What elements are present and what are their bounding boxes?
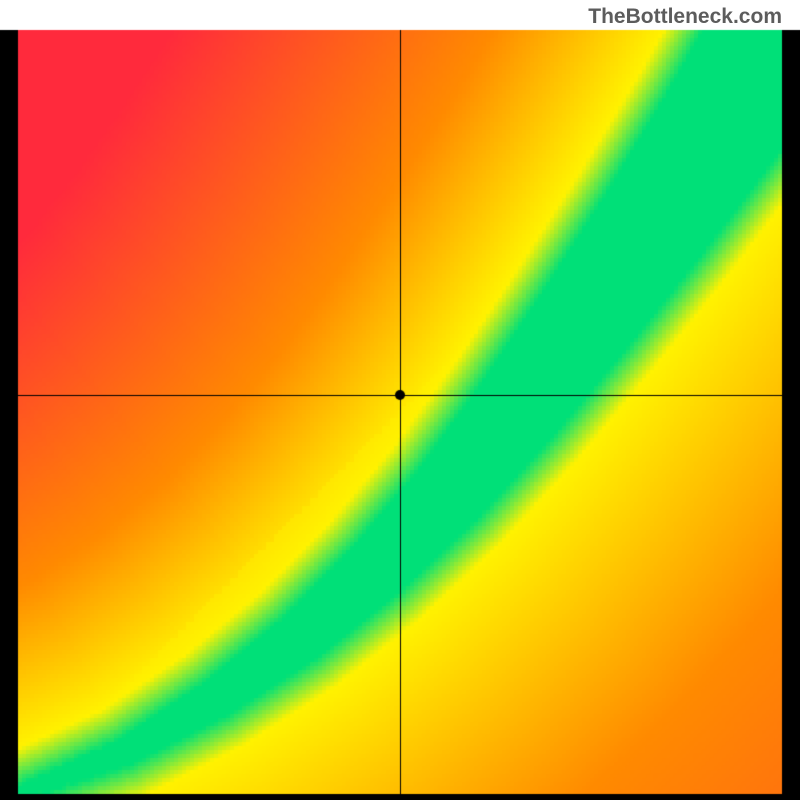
watermark-text: TheBottleneck.com [588, 5, 782, 29]
chart-container: TheBottleneck.com [0, 0, 800, 800]
bottleneck-heatmap [0, 0, 800, 800]
